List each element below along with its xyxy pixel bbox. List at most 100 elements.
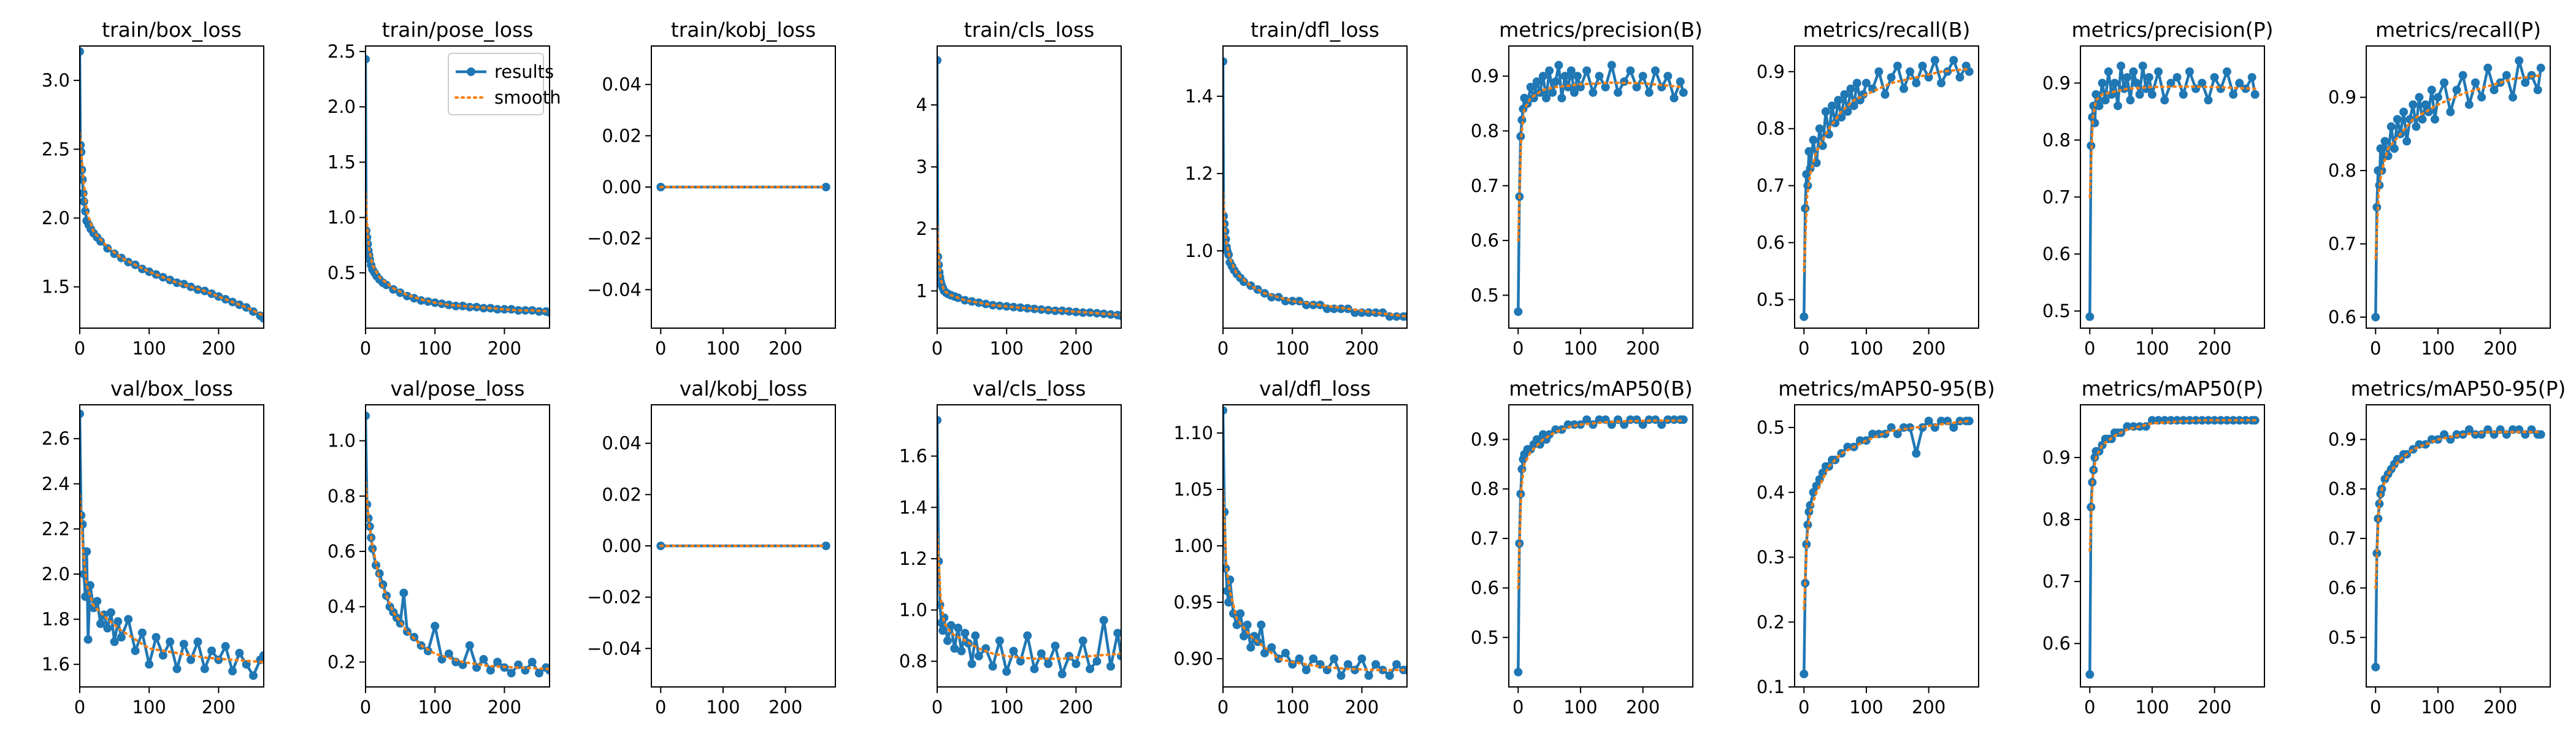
y-tick-label: 0.5: [328, 263, 356, 283]
series-results-point: [2509, 93, 2517, 102]
series-results-point: [1949, 56, 1958, 65]
subplot-title: train/pose_loss: [382, 18, 534, 42]
series-results-point: [1644, 88, 1654, 97]
series-results-point: [80, 175, 87, 184]
subplot-title: train/box_loss: [102, 18, 242, 42]
series-results-point: [1589, 88, 1598, 97]
series-results-point: [2147, 416, 2156, 425]
y-tick-label: 0.8: [2328, 160, 2356, 181]
series-results-point: [1086, 664, 1095, 673]
y-tick-label: 0.9: [2042, 72, 2071, 93]
plot-area: [366, 55, 550, 317]
subplot-title: val/kobj_loss: [680, 377, 808, 401]
subplot-metrics-precision-p: metrics/precision(P) 0 100 200 0.5 0.6 0.7 0.8 0…: [2042, 18, 2274, 359]
series-results-point: [1601, 83, 1610, 91]
series-results-point: [179, 640, 188, 649]
y-tick-label: 0.3: [1757, 547, 1785, 568]
subplot-title: train/dfl_loss: [1251, 18, 1379, 42]
series-results-point: [1802, 540, 1811, 549]
series-results-point: [2185, 416, 2194, 425]
y-tick-label: 1.00: [1173, 535, 1213, 556]
x-tick-label: 0: [1512, 338, 1524, 359]
x-tick-label: 200: [1345, 338, 1379, 359]
y-tick-label: 0.5: [1471, 627, 1499, 648]
series-smooth-line: [80, 131, 264, 317]
series-results-point: [259, 314, 264, 323]
series-results-point: [2204, 96, 2213, 105]
y-tick-label: 1.0: [899, 600, 927, 621]
y-tick-label: 0.7: [2328, 234, 2356, 255]
y-tick-label: 0.02: [602, 125, 642, 146]
subplot-metrics-map50-95-p: metrics/mAP50-95(P) 0 100 200 0.5 0.6 0.7 0.8 0.…: [2328, 377, 2566, 718]
series-results-point: [2235, 79, 2244, 88]
series-results-point: [1570, 88, 1579, 97]
series-results-point: [1861, 79, 1871, 88]
subplot-title: train/kobj_loss: [671, 18, 816, 42]
series-results-point: [1657, 420, 1666, 429]
series-results-point: [2204, 416, 2213, 425]
series-results-point: [946, 621, 956, 630]
series-results-point: [1880, 90, 1890, 99]
series-smooth-line: [1223, 191, 1407, 318]
series-results-point: [1638, 72, 1647, 81]
y-tick-label: 0.8: [2328, 478, 2356, 499]
series-results-point: [2101, 96, 2110, 105]
series-results-point: [527, 657, 537, 667]
series-results-point: [1071, 659, 1081, 669]
series-results-line: [366, 415, 550, 675]
series-results-point: [1078, 636, 1087, 645]
x-tick-label: 0: [74, 697, 85, 718]
series-results-point: [2085, 670, 2095, 679]
series-results-point: [1526, 83, 1535, 91]
series-results-point: [399, 588, 408, 597]
series-results-point: [1330, 654, 1339, 663]
series-results-point: [2424, 107, 2433, 117]
y-tick-label: 1.5: [42, 277, 70, 297]
y-tick-label: 0.6: [2042, 633, 2071, 654]
series-results-point: [458, 301, 467, 310]
series-results-line: [2374, 428, 2541, 667]
subplot-metrics-map50-b: metrics/mAP50(B) 0 100 200 0.5 0.6 0.7 0.8 0.9: [1471, 377, 1693, 718]
series-results-point: [2418, 115, 2427, 124]
series-results-point: [96, 237, 105, 246]
plot-area: [656, 542, 830, 550]
series-results-point: [2085, 312, 2095, 321]
series-results-point: [1099, 616, 1108, 625]
x-tick-label: 100: [2135, 697, 2169, 718]
y-tick-label: 0.5: [1757, 289, 1785, 310]
x-tick-label: 100: [2421, 338, 2455, 359]
series-results-point: [2110, 79, 2119, 88]
plot-frame: [79, 45, 264, 329]
series-smooth-line: [1517, 81, 1685, 242]
subplot-val-box-loss: val/box_loss 0 100 200 1.6 1.8 2.0 2.2 2.4 2.6: [42, 377, 264, 718]
legend-smooth-label: smooth: [494, 87, 561, 108]
subplot-title: metrics/mAP50-95(P): [2351, 377, 2566, 401]
series-results-point: [821, 183, 830, 191]
series-results-point: [1818, 141, 1827, 150]
series-results-point: [967, 297, 976, 306]
x-tick-label: 200: [769, 338, 802, 359]
series-results-point: [2216, 416, 2225, 425]
plot-area: [1800, 416, 1974, 678]
y-tick-label: 2.0: [42, 207, 70, 228]
subplot-title: val/box_loss: [110, 377, 233, 401]
series-results-point: [1246, 643, 1255, 652]
y-tick-label: 1.4: [899, 497, 927, 518]
subplot-title: metrics/mAP50(B): [1509, 377, 1693, 401]
series-results-point: [1336, 671, 1346, 680]
x-tick-label: 200: [488, 338, 521, 359]
y-tick-label: 1.2: [1185, 163, 1213, 184]
y-tick-label: 1.10: [1173, 423, 1213, 443]
y-tick-label: 0.8: [2042, 509, 2071, 530]
subplot-train-kobj-loss: train/kobj_loss 0 100 200 −0.04 −0.02 0.00 0.02…: [587, 18, 836, 359]
y-tick-label: 0.9: [1471, 429, 1499, 450]
series-results-point: [80, 47, 84, 56]
series-results-point: [1620, 77, 1629, 86]
series-results-point: [2376, 144, 2385, 153]
series-results-point: [1831, 118, 1840, 128]
series-results-point: [465, 641, 474, 650]
y-tick-label: 0.6: [1757, 232, 1785, 253]
series-results-point: [967, 659, 976, 669]
y-tick-label: 2.6: [42, 428, 70, 449]
x-tick-label: 0: [1798, 697, 1809, 718]
